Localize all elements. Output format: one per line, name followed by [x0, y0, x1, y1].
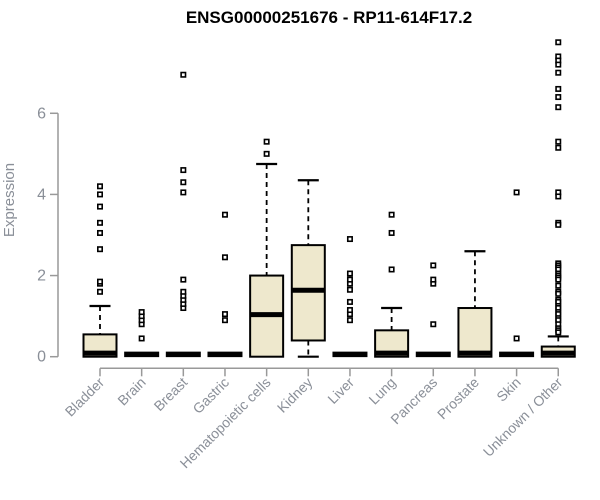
outlier-breast [180, 276, 187, 283]
outlier-breast [180, 167, 187, 174]
x-tick-label-unknown-other: Unknown / Other [480, 374, 566, 460]
chart-title: ENSG00000251676 - RP11-614F17.2 [185, 8, 473, 27]
outlier-gastric [221, 254, 228, 261]
outlier-liver [346, 317, 353, 324]
outlier-unknown-other [555, 290, 562, 297]
outlier-liver [346, 298, 353, 305]
outlier-lung [388, 229, 395, 236]
outlier-unknown-other [555, 138, 562, 145]
outlier-bladder [97, 183, 104, 190]
outlier-bladder [97, 203, 104, 210]
outlier-pancreas [430, 262, 437, 269]
outlier-unknown-other [555, 221, 562, 228]
outlier-liver [346, 270, 353, 277]
outlier-bladder [97, 288, 104, 295]
outlier-unknown-other [555, 276, 562, 283]
outlier-unknown-other [555, 61, 562, 68]
y-tick-label: 2 [37, 268, 46, 285]
outlier-brain [138, 309, 145, 316]
outlier-pancreas [430, 276, 437, 283]
outlier-unknown-other [555, 104, 562, 111]
outlier-liver [346, 307, 353, 314]
x-tick-label-breast: Breast [151, 374, 191, 414]
outlier-bladder [97, 191, 104, 198]
x-tick-label-lung: Lung [365, 374, 398, 407]
box-prostate [457, 307, 493, 358]
outlier-unknown-other [555, 329, 562, 336]
x-tick-label-kidney: Kidney [274, 374, 316, 416]
outlier-unknown-other [555, 144, 562, 151]
outlier-lung [388, 211, 395, 218]
y-tick-label: 0 [37, 349, 46, 366]
outlier-brain [138, 335, 145, 342]
outlier-gastric [221, 317, 228, 324]
outlier-unknown-other [555, 69, 562, 76]
outlier-skin [513, 189, 520, 196]
outlier-gastric [221, 311, 228, 318]
outlier-unknown-other [555, 85, 562, 92]
outlier-skin [513, 335, 520, 342]
x-tick-label-skin: Skin [493, 374, 524, 405]
outlier-unknown-other [555, 282, 562, 289]
outlier-liver [346, 236, 353, 243]
y-tick-label: 6 [37, 105, 46, 122]
outlier-breast [180, 179, 187, 186]
x-tick-label-prostate: Prostate [434, 374, 482, 422]
outlier-hematopoietic-cells [263, 150, 270, 157]
outlier-gastric [221, 211, 228, 218]
outlier-hematopoietic-cells [263, 138, 270, 145]
x-tick-label-brain: Brain [114, 374, 148, 408]
x-tick-label-liver: Liver [324, 374, 357, 407]
y-axis-label: Expression [1, 163, 18, 237]
outlier-liver [346, 286, 353, 293]
outlier-pancreas [430, 321, 437, 328]
outlier-bladder [97, 278, 104, 285]
outlier-liver [346, 276, 353, 283]
outlier-breast [180, 71, 187, 78]
outlier-unknown-other [555, 94, 562, 101]
box-kidney [290, 244, 326, 342]
outlier-bladder [97, 219, 104, 226]
outlier-breast [180, 288, 187, 295]
outlier-unknown-other [555, 193, 562, 200]
outlier-breast [180, 189, 187, 196]
outlier-bladder [97, 246, 104, 253]
outlier-bladder [97, 229, 104, 236]
x-tick-label-bladder: Bladder [62, 374, 108, 420]
outlier-unknown-other [555, 39, 562, 46]
y-tick-label: 4 [37, 186, 46, 203]
outlier-lung [388, 266, 395, 273]
